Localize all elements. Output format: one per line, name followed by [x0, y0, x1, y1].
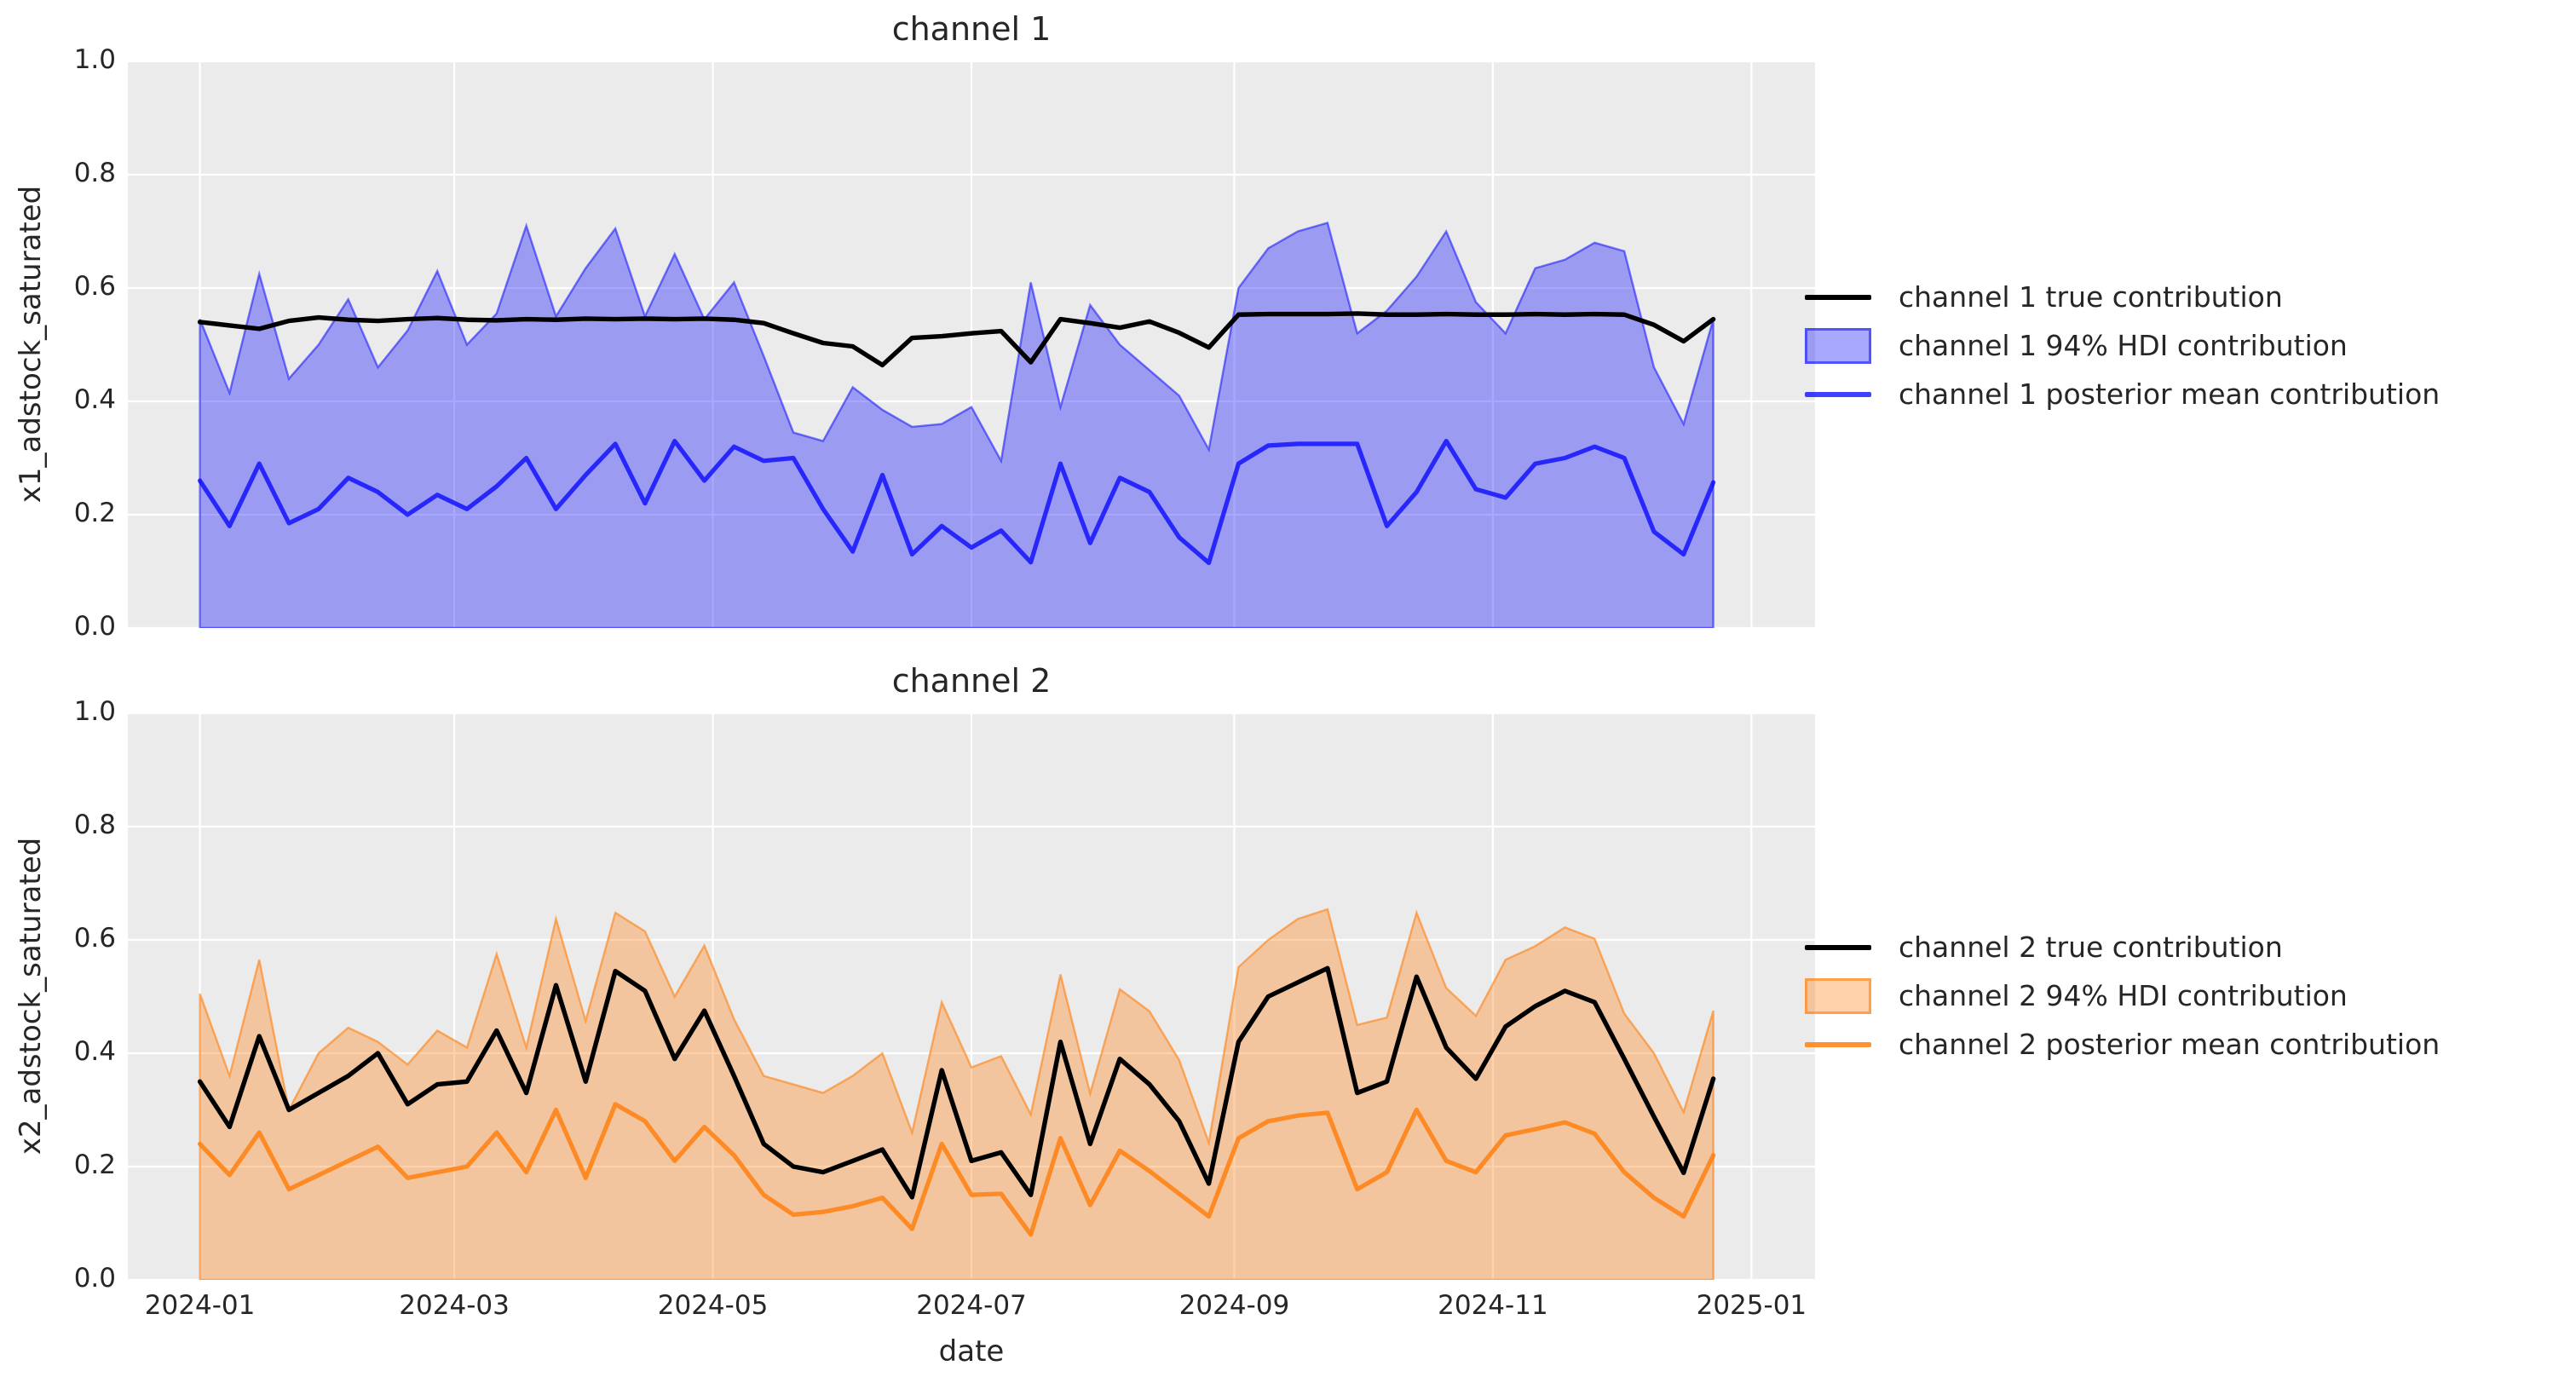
legend-label: channel 1 true contribution — [1899, 280, 2283, 314]
y-tick-label: 0.8 — [73, 158, 116, 188]
x-tick-label: 2024-11 — [1438, 1290, 1548, 1321]
subplot1-legend: channel 1 true contribution channel 1 94… — [1805, 273, 2555, 418]
legend-label: channel 2 posterior mean contribution — [1899, 1028, 2441, 1061]
subplot2-legend: channel 2 true contribution channel 2 94… — [1805, 923, 2555, 1069]
hdi-band-swatch-icon — [1805, 977, 1871, 1014]
posterior-mean-line — [197, 1102, 1716, 1237]
y-tick-label: 1.0 — [73, 696, 116, 727]
posterior-mean-line-swatch-icon — [1805, 391, 1871, 397]
true-contribution-line — [197, 965, 1716, 1200]
subplot1-plot-area — [128, 61, 1815, 628]
posterior-mean-line-swatch-icon — [1805, 1041, 1871, 1047]
true-line-swatch-icon — [1805, 294, 1871, 300]
y-tick-label: 1.0 — [73, 44, 116, 75]
x-tick-label: 2025-01 — [1696, 1290, 1807, 1321]
legend-item-true: channel 2 true contribution — [1805, 923, 2555, 971]
legend-item-mean: channel 1 posterior mean contribution — [1805, 370, 2555, 418]
x-tick-label: 2024-03 — [399, 1290, 510, 1321]
x-axis-label: date — [938, 1334, 1005, 1369]
y-tick-label: 0.0 — [73, 611, 116, 642]
legend-label: channel 2 94% HDI contribution — [1899, 979, 2348, 1012]
hdi-band-swatch-icon — [1805, 327, 1871, 364]
y-tick-label: 0.4 — [73, 1036, 116, 1067]
true-line-swatch-icon — [1805, 944, 1871, 950]
subplot1-title: channel 1 — [891, 10, 1052, 48]
legend-label: channel 2 true contribution — [1899, 931, 2283, 964]
y-tick-label: 0.6 — [73, 923, 116, 954]
hdi-band — [199, 222, 1714, 628]
legend-item-hdi: channel 1 94% HDI contribution — [1805, 321, 2555, 370]
subplot2-title: channel 2 — [891, 662, 1052, 700]
y-tick-label: 0.0 — [73, 1263, 116, 1294]
x-tick-label: 2024-05 — [657, 1290, 769, 1321]
legend-label: channel 1 posterior mean contribution — [1899, 377, 2441, 411]
y-tick-label: 0.6 — [73, 271, 116, 302]
y-tick-label: 0.2 — [73, 1150, 116, 1180]
y-tick-label: 0.2 — [73, 498, 116, 528]
y-tick-label: 0.8 — [73, 810, 116, 840]
legend-item-mean: channel 2 posterior mean contribution — [1805, 1020, 2555, 1069]
x-tick-label: 2024-07 — [916, 1290, 1027, 1321]
true-contribution-line — [197, 311, 1716, 368]
legend-item-hdi: channel 2 94% HDI contribution — [1805, 971, 2555, 1020]
x-tick-label: 2024-09 — [1179, 1290, 1290, 1321]
posterior-mean-line — [197, 438, 1716, 566]
subplot2-plot-area — [128, 713, 1815, 1280]
subplot2-y-axis-label: x2_adstock_saturated — [14, 837, 48, 1155]
legend-label: channel 1 94% HDI contribution — [1899, 329, 2348, 362]
subplot1-y-axis-label: x1_adstock_saturated — [14, 185, 48, 504]
x-tick-label: 2024-01 — [144, 1290, 256, 1321]
legend-item-true: channel 1 true contribution — [1805, 273, 2555, 321]
y-tick-label: 0.4 — [73, 384, 116, 415]
